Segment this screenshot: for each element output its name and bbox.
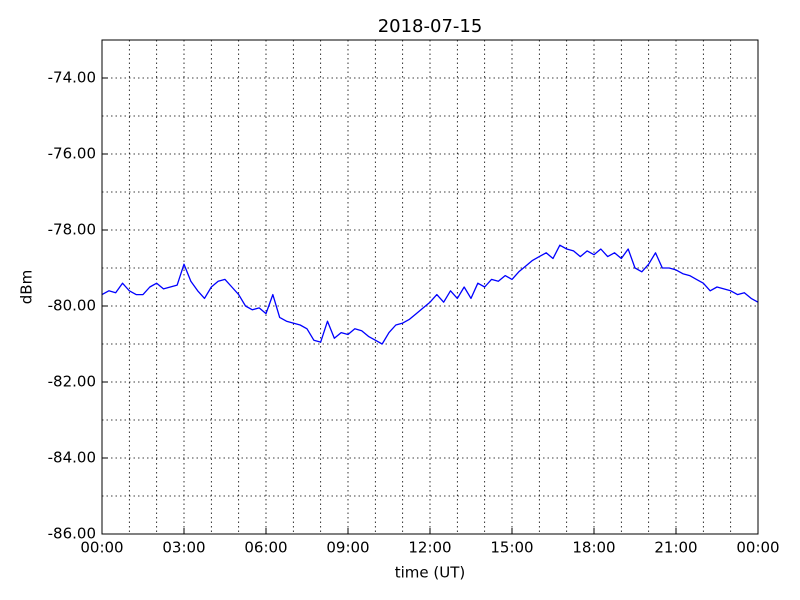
x-tick-label: 03:00 (162, 539, 205, 557)
x-tick-label: 15:00 (490, 539, 533, 557)
x-axis-label: time (UT) (395, 564, 466, 582)
y-tick-label: -84.00 (48, 449, 96, 467)
y-tick-label: -74.00 (48, 69, 96, 87)
y-tick-label: -86.00 (48, 525, 96, 543)
y-tick-label: -78.00 (48, 221, 96, 239)
x-tick-label: 09:00 (326, 539, 369, 557)
x-tick-label: 12:00 (408, 539, 451, 557)
chart-title: 2018-07-15 (378, 16, 483, 37)
x-tick-label: 21:00 (654, 539, 697, 557)
x-tick-label: 00:00 (80, 539, 123, 557)
data-line (101, 244, 759, 345)
y-tick-label: -76.00 (48, 145, 96, 163)
x-tick-label: 06:00 (244, 539, 287, 557)
x-tick-label: 00:00 (736, 539, 779, 557)
y-tick-label: -82.00 (48, 373, 96, 391)
y-tick-label: -80.00 (48, 297, 96, 315)
x-tick-label: 18:00 (572, 539, 615, 557)
y-axis-label: dBm (18, 270, 36, 304)
plot-frame (101, 39, 759, 535)
